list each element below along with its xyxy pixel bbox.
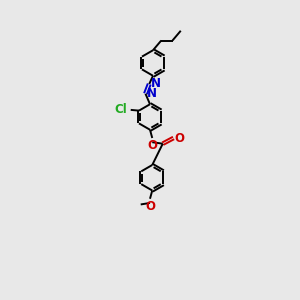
Text: O: O	[175, 131, 185, 145]
Text: O: O	[145, 200, 155, 213]
Text: N: N	[151, 77, 161, 90]
Text: Cl: Cl	[114, 103, 127, 116]
Text: N: N	[147, 87, 157, 100]
Text: O: O	[147, 139, 157, 152]
